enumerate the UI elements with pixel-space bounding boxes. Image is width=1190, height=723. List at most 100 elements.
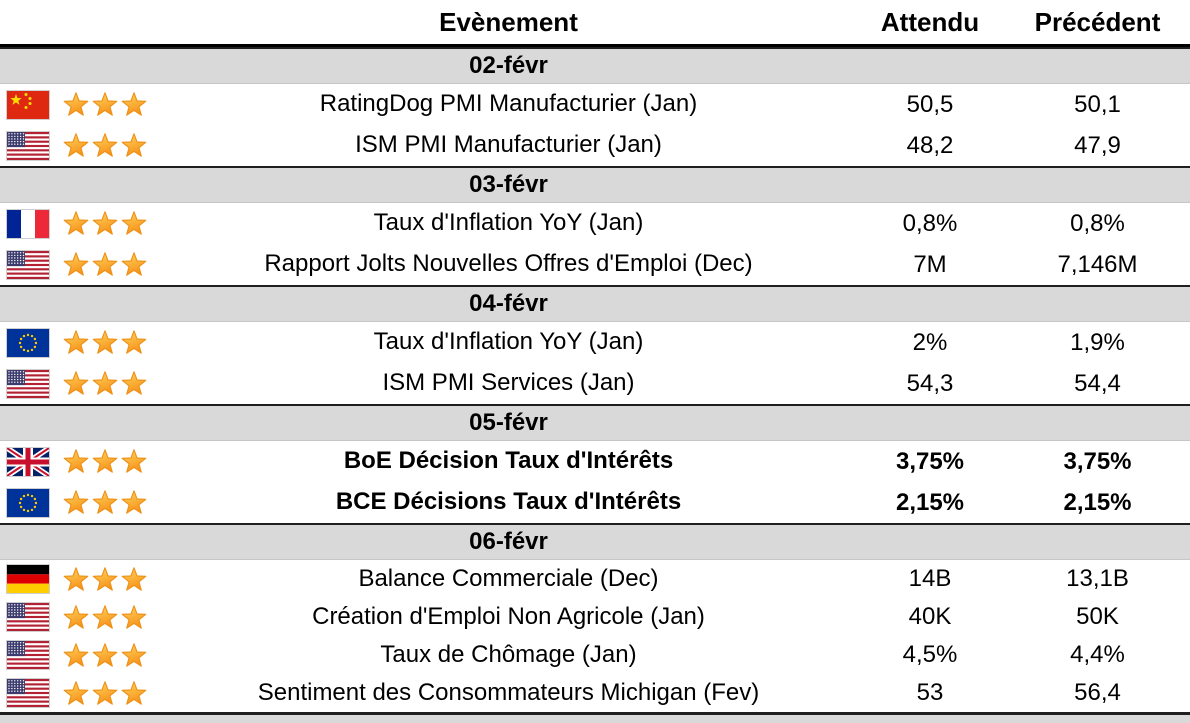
previous-value: 50,1 xyxy=(1074,90,1121,118)
importance-rating xyxy=(62,448,162,475)
star-icon xyxy=(121,490,147,514)
star-icon xyxy=(63,330,89,354)
star-icon xyxy=(63,642,89,667)
expected-value: 0,8% xyxy=(902,209,958,237)
event-row: Balance Commerciale (Dec) 14B 13,1B xyxy=(0,560,1190,598)
event-label: RatingDog PMI Manufacturier (Jan) xyxy=(319,90,698,118)
previous-value: 2,15% xyxy=(1063,488,1132,516)
previous-value: 56,4 xyxy=(1074,679,1121,706)
star-icon xyxy=(63,604,89,629)
event-row: BCE Décisions Taux d'Intérêts 2,15% 2,15% xyxy=(0,482,1190,523)
event-label: Rapport Jolts Nouvelles Offres d'Emploi … xyxy=(264,250,753,278)
date-label: 04-févr xyxy=(469,289,548,317)
event-label: BCE Décisions Taux d'Intérêts xyxy=(335,488,682,516)
usa-flag-icon xyxy=(6,602,50,632)
usa-flag-icon xyxy=(6,249,50,280)
star-icon xyxy=(92,371,118,395)
star-icon xyxy=(63,490,89,514)
event-label: Taux d'Inflation YoY (Jan) xyxy=(373,209,644,237)
table-header-row: Evènement Attendu Précédent xyxy=(0,0,1190,47)
star-icon xyxy=(63,252,89,276)
expected-value: 14B xyxy=(908,565,952,592)
expected-value: 40K xyxy=(908,603,952,630)
expected-value: 4,5% xyxy=(902,641,958,668)
importance-rating xyxy=(62,680,162,707)
event-label: ISM PMI Manufacturier (Jan) xyxy=(355,131,662,159)
event-row: Taux de Chômage (Jan) 4,5% 4,4% xyxy=(0,636,1190,674)
expected-value: 3,75% xyxy=(895,447,965,475)
previous-value: 1,9% xyxy=(1070,328,1125,356)
importance-rating xyxy=(62,329,162,356)
star-icon xyxy=(92,92,118,116)
importance-rating xyxy=(62,604,162,631)
star-icon xyxy=(121,680,147,705)
event-label: Création d'Emploi Non Agricole (Jan) xyxy=(312,602,705,630)
event-row: Sentiment des Consommateurs Michigan (Fe… xyxy=(0,674,1190,712)
header-event: Evènement xyxy=(439,6,578,37)
date-row: 05-févr xyxy=(0,404,1190,441)
star-icon xyxy=(92,449,118,473)
star-icon xyxy=(121,604,147,629)
star-icon xyxy=(92,490,118,514)
event-row: BoE Décision Taux d'Intérêts 3,75% 3,75% xyxy=(0,441,1190,482)
event-row: Taux d'Inflation YoY (Jan) 0,8% 0,8% xyxy=(0,203,1190,244)
previous-value: 47,9 xyxy=(1074,131,1121,159)
date-label: 06-févr xyxy=(469,527,548,555)
star-icon xyxy=(92,566,118,591)
star-icon xyxy=(121,371,147,395)
next-date-row-partial xyxy=(0,712,1190,723)
usa-flag-icon xyxy=(6,678,50,708)
usa-flag-icon xyxy=(6,640,50,670)
event-label: Taux d'Inflation YoY (Jan) xyxy=(373,328,644,356)
eu-flag-icon xyxy=(6,487,50,518)
importance-rating xyxy=(62,132,162,159)
star-icon xyxy=(121,566,147,591)
importance-rating xyxy=(62,642,162,669)
star-icon xyxy=(92,604,118,629)
eu-flag-icon xyxy=(6,327,50,358)
star-icon xyxy=(63,449,89,473)
usa-flag-icon xyxy=(6,130,50,161)
previous-value: 50K xyxy=(1076,603,1119,630)
event-label: BoE Décision Taux d'Intérêts xyxy=(343,447,674,475)
date-row: 06-févr xyxy=(0,523,1190,560)
expected-value: 54,3 xyxy=(906,369,954,397)
header-previous: Précédent xyxy=(1034,6,1161,37)
importance-rating xyxy=(62,370,162,397)
star-icon xyxy=(121,330,147,354)
importance-rating xyxy=(62,91,162,118)
star-icon xyxy=(63,566,89,591)
star-icon xyxy=(63,211,89,235)
previous-value: 54,4 xyxy=(1074,369,1121,397)
star-icon xyxy=(92,133,118,157)
event-label: Taux de Chômage (Jan) xyxy=(380,640,637,668)
event-label: ISM PMI Services (Jan) xyxy=(382,369,635,397)
expected-value: 2% xyxy=(912,328,948,356)
china-flag-icon xyxy=(6,89,50,120)
date-label: 03-févr xyxy=(469,170,548,198)
star-icon xyxy=(121,252,147,276)
table-body: 02-févr RatingDog PMI Manufacturier (Jan)… xyxy=(0,47,1190,712)
star-icon xyxy=(92,330,118,354)
star-icon xyxy=(92,252,118,276)
star-icon xyxy=(63,133,89,157)
date-row: 03-févr xyxy=(0,166,1190,203)
date-row: 04-févr xyxy=(0,285,1190,322)
star-icon xyxy=(121,449,147,473)
importance-rating xyxy=(62,489,162,516)
event-row: Taux d'Inflation YoY (Jan) 2% 1,9% xyxy=(0,322,1190,363)
france-flag-icon xyxy=(6,208,50,239)
previous-value: 3,75% xyxy=(1063,447,1132,475)
importance-rating xyxy=(62,251,162,278)
header-expected: Attendu xyxy=(880,6,980,37)
importance-rating xyxy=(62,566,162,593)
event-label: Balance Commerciale (Dec) xyxy=(358,564,659,592)
star-icon xyxy=(63,680,89,705)
expected-value: 53 xyxy=(916,679,944,706)
expected-value: 50,5 xyxy=(906,90,954,118)
usa-flag-icon xyxy=(6,368,50,399)
event-row: ISM PMI Manufacturier (Jan) 48,2 47,9 xyxy=(0,125,1190,166)
previous-value: 4,4% xyxy=(1070,641,1125,668)
star-icon xyxy=(121,133,147,157)
star-icon xyxy=(121,92,147,116)
